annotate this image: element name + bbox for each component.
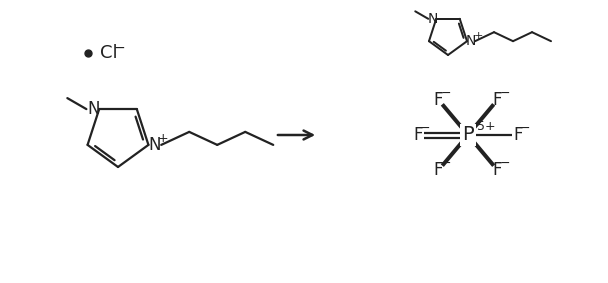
Text: −: −: [440, 157, 451, 170]
Text: F: F: [413, 126, 423, 144]
Text: +: +: [158, 132, 168, 145]
Text: N: N: [148, 136, 161, 154]
Text: −: −: [520, 122, 530, 135]
Text: F: F: [513, 126, 523, 144]
Text: N: N: [466, 34, 476, 48]
Text: P: P: [462, 125, 474, 145]
Text: F: F: [493, 161, 502, 179]
Text: 5+: 5+: [477, 121, 496, 134]
Text: F: F: [434, 91, 443, 109]
Text: +: +: [474, 31, 483, 41]
Text: −: −: [500, 87, 510, 100]
Text: −: −: [420, 122, 430, 135]
Text: N: N: [427, 12, 438, 26]
Text: −: −: [440, 87, 451, 100]
Text: F: F: [493, 91, 502, 109]
Text: −: −: [500, 157, 510, 170]
Text: −: −: [114, 41, 126, 55]
Text: N: N: [87, 100, 100, 118]
Text: Cl: Cl: [100, 44, 117, 62]
Text: F: F: [434, 161, 443, 179]
